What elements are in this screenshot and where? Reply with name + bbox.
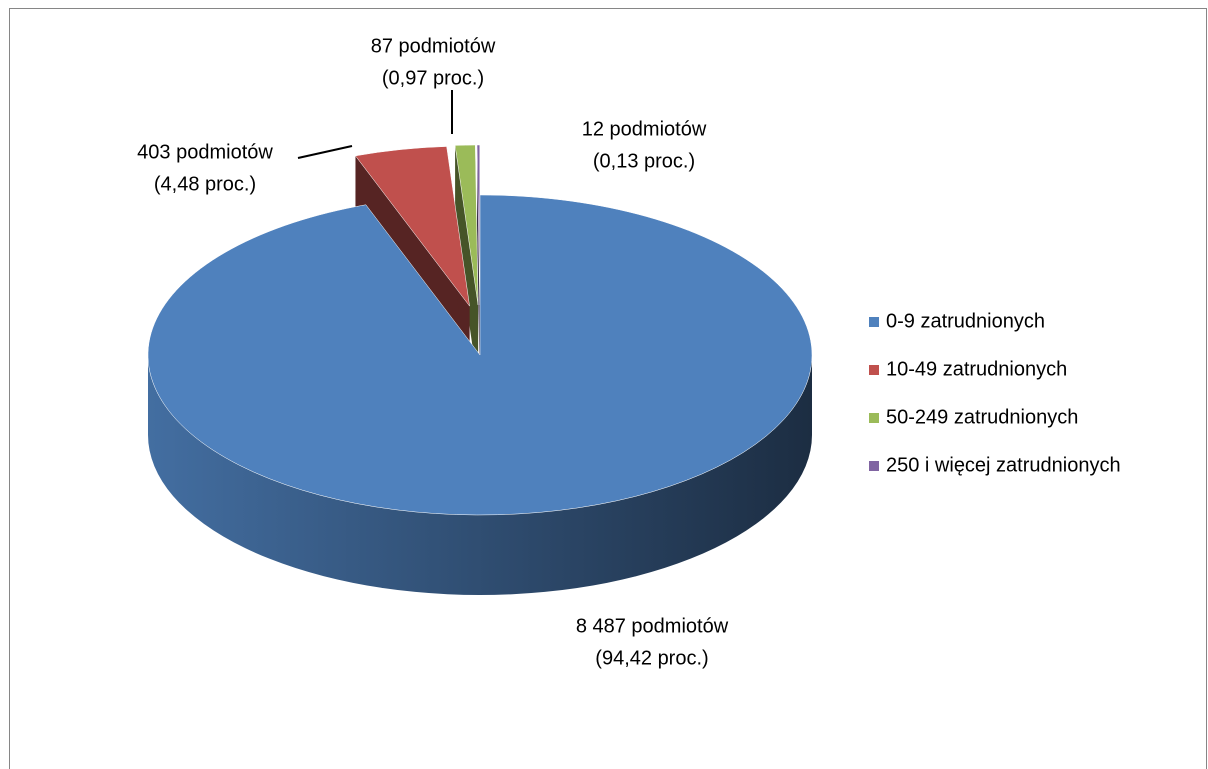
legend-label: 10-49 zatrudnionych [886, 358, 1067, 380]
labels: 8 487 podmiotów (94,42 proc.) 403 podmiotó… [137, 35, 729, 669]
legend-swatch [869, 461, 879, 471]
slice-side [477, 145, 480, 386]
data-label-percent: (94,42 proc.) [595, 647, 708, 669]
legend-label: 0-9 zatrudnionych [886, 310, 1045, 332]
data-label-percent: (4,48 proc.) [154, 173, 256, 195]
slice [355, 146, 470, 308]
data-label: 87 podmiotów [371, 35, 496, 57]
data-label: 8 487 podmiotów [576, 615, 729, 637]
slice [454, 144, 479, 306]
data-label-percent: (0,13 proc.) [593, 150, 695, 172]
legend-label: 50-249 zatrudnionych [886, 406, 1078, 428]
leader-line [297, 145, 353, 159]
legend-swatch [869, 413, 879, 423]
data-label: 12 podmiotów [582, 118, 707, 140]
data-label: 403 podmiotów [137, 141, 273, 163]
slice [476, 144, 481, 306]
slice [147, 194, 813, 516]
legend-swatch [869, 317, 879, 327]
pie [147, 144, 813, 595]
data-label-percent: (0,97 proc.) [382, 67, 484, 89]
slice-side [455, 145, 479, 386]
slice-side [148, 355, 812, 595]
legend: 0-9 zatrudnionych 10-49 zatrudnionych 50-2… [869, 310, 1121, 476]
legend-swatch [869, 365, 879, 375]
legend-label: 250 i więcej zatrudnionych [886, 454, 1121, 476]
